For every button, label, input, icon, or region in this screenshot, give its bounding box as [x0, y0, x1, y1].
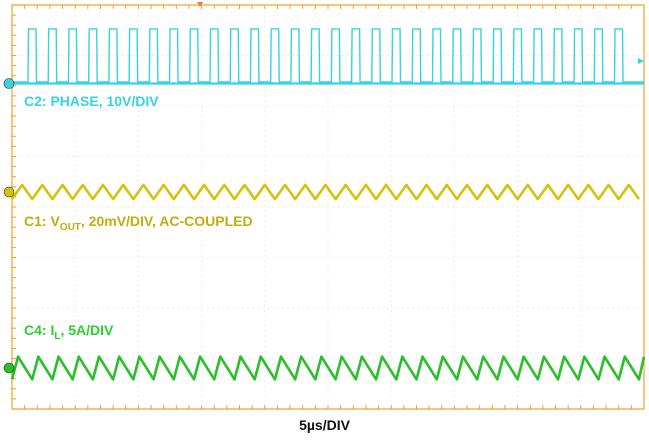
channel-markers: [3, 2, 644, 374]
channel-2-label: C2: PHASE, 10V/DIV: [24, 93, 159, 109]
waveform-traces: [10, 28, 646, 381]
trigger-level-marker: [638, 58, 644, 64]
plot-grid: [11, 4, 645, 410]
marker-dot: [3, 186, 15, 198]
channel-4-label: C4: IL, 5A/DIV: [24, 322, 114, 342]
marker-dot: [3, 78, 15, 89]
inductor-current-trace: [10, 355, 646, 381]
channel-2-ground-marker: [3, 78, 15, 89]
phase-trace: [12, 28, 644, 83]
channel-1-ground-marker: [3, 186, 15, 198]
channel-1-label: C1: VOUT, 20mV/DIV, AC-COUPLED: [24, 213, 253, 233]
marker-dot: [3, 362, 15, 374]
vout-trace: [10, 183, 641, 201]
channel-4-ground-marker: [3, 362, 15, 374]
trigger-marker: [197, 2, 203, 7]
x-axis-label: 5µs/DIV: [299, 417, 350, 433]
